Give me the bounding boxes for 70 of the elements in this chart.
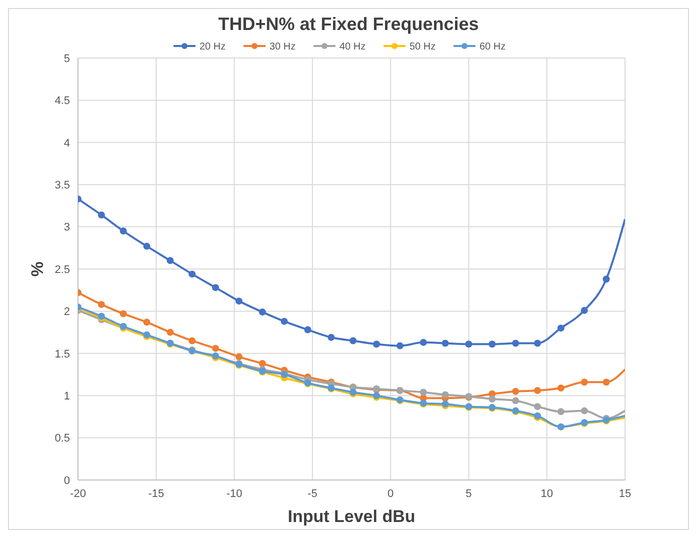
- y-tick-label: 5: [64, 52, 70, 65]
- legend-label: 50 Hz: [410, 42, 436, 52]
- point: [350, 337, 357, 344]
- point: [534, 403, 541, 410]
- point: [328, 334, 335, 341]
- x-tick-label: 10: [540, 488, 553, 500]
- legend-label: 60 Hz: [480, 42, 506, 52]
- point: [120, 228, 127, 235]
- point: [143, 242, 150, 250]
- point: [188, 270, 196, 278]
- y-tick-label: 2.5: [54, 264, 70, 276]
- y-tick-label: 1.5: [54, 348, 70, 360]
- point: [143, 318, 150, 326]
- point: [602, 378, 610, 386]
- y-tick-label: 0: [64, 474, 70, 487]
- legend-label: 30 Hz: [270, 42, 296, 52]
- point: [166, 257, 174, 264]
- point: [420, 388, 427, 396]
- point: [488, 340, 496, 348]
- legend-label: 40 Hz: [340, 42, 366, 52]
- y-tick-label: 3.5: [54, 179, 70, 192]
- point: [304, 326, 312, 334]
- point: [235, 353, 242, 360]
- y-tick-label: 3: [64, 222, 70, 234]
- point: [442, 391, 449, 398]
- x-tick-label: 5: [466, 488, 472, 500]
- chart-title: THD+N% at Fixed Frequencies: [218, 14, 479, 34]
- point: [512, 388, 520, 395]
- y-axis-title: %: [28, 261, 47, 277]
- point: [534, 340, 541, 347]
- y-tick-label: 1: [64, 390, 70, 402]
- y-tick-label: 4.5: [54, 95, 70, 108]
- point: [120, 310, 127, 318]
- point: [258, 360, 266, 368]
- y-tick-label: 2: [64, 306, 70, 318]
- point: [557, 408, 564, 416]
- point: [488, 395, 496, 402]
- y-tick-label: 4: [64, 137, 70, 150]
- point: [188, 337, 196, 344]
- point: [557, 384, 564, 392]
- x-axis-title: Input Level dBu: [288, 507, 416, 526]
- point: [235, 298, 242, 305]
- x-tick-label: -10: [226, 488, 242, 500]
- x-tick-label: 0: [388, 488, 394, 500]
- point: [258, 308, 266, 316]
- point: [373, 340, 380, 348]
- point: [396, 342, 404, 350]
- x-tick-label: -5: [308, 488, 318, 500]
- legend-label: 20 Hz: [200, 42, 226, 52]
- point: [580, 306, 588, 314]
- point: [534, 387, 541, 394]
- y-tick-label: 0.5: [54, 432, 70, 445]
- point: [580, 378, 588, 386]
- point: [512, 340, 520, 347]
- point: [98, 211, 105, 218]
- x-tick-label: -15: [148, 488, 164, 500]
- point: [602, 276, 610, 283]
- point: [420, 338, 427, 346]
- point: [465, 340, 472, 348]
- point: [212, 344, 220, 352]
- point: [580, 407, 588, 414]
- point: [98, 300, 105, 308]
- point: [442, 340, 449, 347]
- point: [280, 318, 288, 325]
- point: [166, 328, 174, 336]
- point: [512, 397, 520, 404]
- point: [212, 284, 220, 292]
- point: [557, 324, 564, 332]
- x-tick-label: -20: [70, 488, 86, 500]
- x-tick-label: 15: [618, 488, 632, 500]
